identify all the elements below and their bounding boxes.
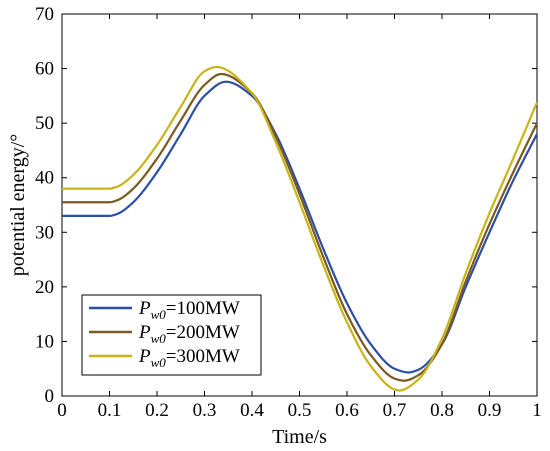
y-tick-label: 0: [45, 386, 55, 407]
y-tick-label: 60: [35, 59, 54, 80]
x-tick-label: 0.2: [145, 400, 169, 421]
legend-subscript: w0: [151, 331, 167, 346]
x-tick-label: 0.4: [240, 400, 264, 421]
legend-value: =300MW: [166, 346, 240, 367]
series-layer: [62, 65, 539, 392]
x-tick-label: 0.9: [478, 400, 502, 421]
y-tick-label: 10: [35, 331, 54, 352]
y-tick-label: 70: [35, 4, 54, 25]
legend-symbol: P: [138, 322, 151, 343]
x-tick-label: 0.5: [288, 400, 312, 421]
legend-label-2: Pw0=200MW: [138, 322, 240, 346]
x-tick-label: 0.1: [98, 400, 122, 421]
legend-symbol: P: [138, 298, 151, 319]
legend-label-1: Pw0=100MW: [138, 298, 240, 322]
x-tick-label: 0.3: [193, 400, 217, 421]
x-tick-label: 1: [532, 400, 542, 421]
y-tick-label: 20: [35, 277, 54, 298]
series-line-3: [62, 65, 539, 392]
y-tick-label: 50: [35, 113, 54, 134]
legend-subscript: w0: [151, 355, 167, 370]
legend-value: =100MW: [166, 298, 240, 319]
y-axis-label: potential energy/°: [7, 134, 29, 277]
series-line-2: [62, 72, 538, 382]
legend-subscript: w0: [151, 307, 167, 322]
x-tick-label: 0.6: [335, 400, 359, 421]
y-tick-label: 30: [35, 222, 54, 243]
legend-symbol: P: [138, 346, 151, 367]
y-tick-label: 40: [35, 168, 54, 189]
ticks: 0 0.1 0.2 0.3 0.4 0.5 0.6 0.7 0.8 0.9 101020304050…: [35, 4, 542, 421]
x-tick-label: 0: [57, 400, 67, 421]
legend-label-3: Pw0=300MW: [138, 346, 240, 370]
x-axis-label: Time/s: [272, 426, 327, 448]
x-tick-label: 0.8: [430, 400, 454, 421]
legend-value: =200MW: [166, 322, 240, 343]
x-tick-label: 0.7: [383, 400, 407, 421]
